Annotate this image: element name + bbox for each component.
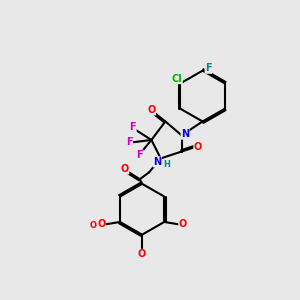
Text: O: O	[97, 219, 106, 229]
Text: Cl: Cl	[172, 74, 182, 84]
Text: H: H	[163, 160, 170, 169]
Text: N: N	[153, 157, 161, 167]
Text: F: F	[130, 122, 136, 132]
Text: O: O	[147, 105, 156, 115]
Text: F: F	[205, 63, 212, 73]
Text: F: F	[126, 137, 133, 147]
Text: O: O	[90, 221, 97, 230]
Text: F: F	[136, 150, 143, 160]
Text: O: O	[138, 249, 146, 259]
Text: O: O	[194, 142, 202, 152]
Text: O: O	[179, 219, 187, 229]
Text: N: N	[181, 129, 189, 139]
Text: O: O	[121, 164, 129, 174]
